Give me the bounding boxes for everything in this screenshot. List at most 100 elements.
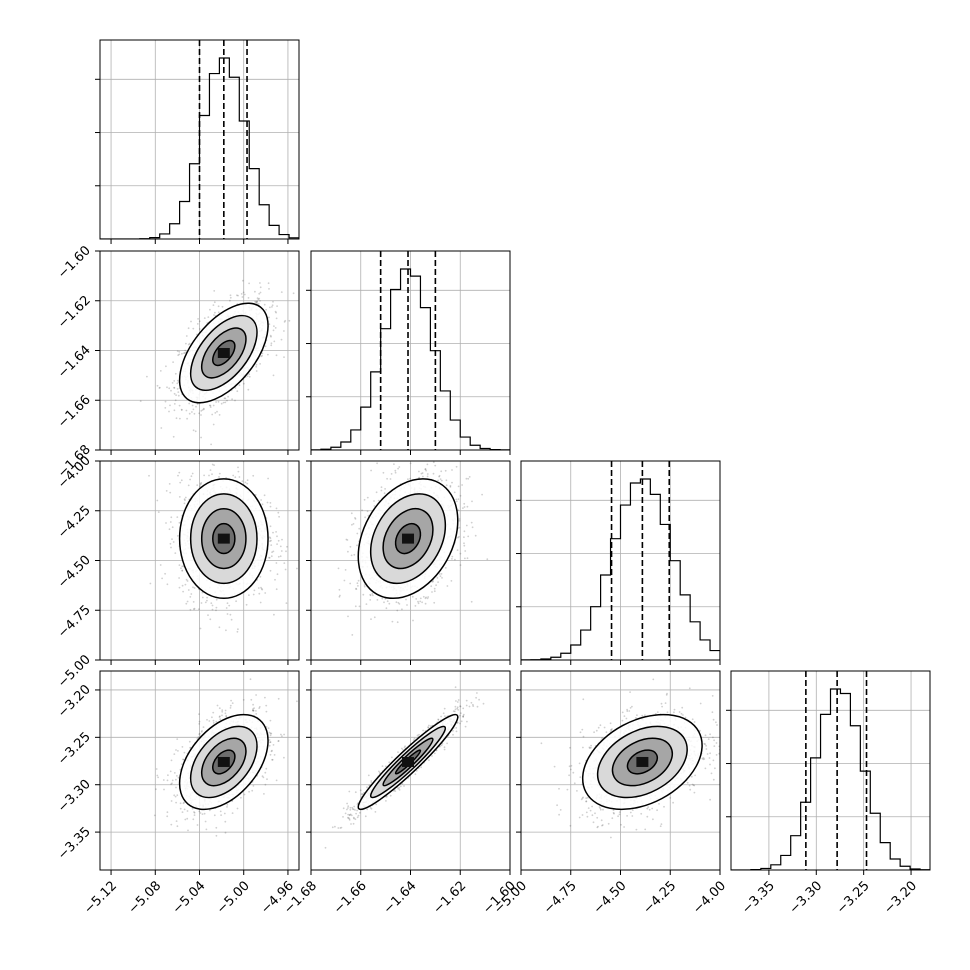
sample-point bbox=[252, 474, 255, 477]
sample-point bbox=[184, 499, 186, 502]
sample-point bbox=[268, 323, 271, 326]
sample-point bbox=[444, 469, 447, 472]
sample-point bbox=[209, 469, 212, 471]
sample-point bbox=[257, 302, 260, 305]
sample-point bbox=[139, 400, 142, 402]
sample-point bbox=[202, 408, 205, 411]
sample-point bbox=[266, 501, 269, 504]
sample-point bbox=[432, 472, 435, 475]
sample-point bbox=[292, 292, 295, 295]
sample-point bbox=[372, 594, 374, 597]
sample-point bbox=[211, 716, 213, 719]
sample-point bbox=[373, 616, 376, 619]
sample-point bbox=[438, 474, 441, 477]
sample-point bbox=[398, 466, 401, 468]
sample-point bbox=[252, 593, 255, 596]
sample-point bbox=[514, 525, 516, 527]
sample-point bbox=[276, 305, 278, 307]
sample-point bbox=[214, 412, 217, 414]
panel-plot-area bbox=[100, 40, 299, 239]
sample-point bbox=[407, 478, 409, 481]
sample-point bbox=[199, 485, 202, 488]
sample-point bbox=[258, 292, 261, 295]
sample-point bbox=[256, 297, 259, 299]
sample-point bbox=[259, 575, 262, 578]
sample-point bbox=[373, 500, 375, 502]
sample-point bbox=[148, 474, 150, 477]
sample-point bbox=[225, 629, 227, 632]
sample-point bbox=[225, 715, 228, 718]
sample-point bbox=[224, 712, 227, 715]
y-tick-label: −1.60 bbox=[55, 243, 94, 282]
sample-point bbox=[275, 317, 278, 320]
sample-point bbox=[211, 413, 214, 416]
sample-point bbox=[274, 578, 276, 581]
sample-point bbox=[445, 479, 448, 482]
sample-point bbox=[255, 363, 258, 366]
sample-point bbox=[338, 595, 341, 598]
sample-point bbox=[396, 609, 399, 612]
sample-point bbox=[249, 678, 252, 681]
sample-point bbox=[262, 776, 265, 779]
sample-point bbox=[176, 350, 179, 352]
sample-point bbox=[277, 697, 280, 700]
sample-point bbox=[149, 582, 152, 585]
sample-point bbox=[459, 552, 462, 555]
y-tick-label: −1.62 bbox=[55, 293, 94, 332]
sample-point bbox=[187, 327, 190, 330]
sample-point bbox=[177, 391, 180, 393]
sample-point bbox=[284, 568, 287, 571]
sample-point bbox=[203, 317, 206, 319]
sample-point bbox=[366, 496, 369, 499]
sample-point bbox=[248, 375, 251, 378]
sample-point bbox=[173, 380, 176, 382]
sample-point bbox=[433, 590, 436, 593]
sample-point bbox=[356, 544, 358, 547]
sample-point bbox=[261, 503, 264, 506]
sample-point bbox=[417, 600, 419, 603]
sample-point bbox=[270, 544, 273, 546]
sample-point bbox=[474, 534, 477, 537]
sample-point bbox=[220, 814, 223, 816]
sample-point bbox=[458, 519, 461, 522]
sample-point bbox=[218, 707, 221, 710]
sample-point bbox=[427, 596, 430, 598]
sample-point bbox=[270, 342, 273, 345]
sample-point bbox=[183, 498, 186, 501]
sample-point bbox=[218, 476, 220, 478]
sample-point bbox=[377, 499, 380, 502]
sample-point bbox=[272, 329, 275, 332]
sample-point bbox=[395, 601, 398, 604]
sample-point bbox=[212, 404, 215, 407]
sample-point bbox=[173, 794, 176, 797]
sample-point bbox=[437, 479, 439, 482]
sample-point bbox=[176, 535, 179, 537]
sample-point bbox=[274, 310, 277, 313]
sample-point bbox=[229, 704, 232, 707]
sample-point bbox=[237, 294, 239, 297]
sample-point bbox=[439, 575, 442, 578]
sample-point bbox=[466, 505, 469, 508]
sample-point bbox=[273, 340, 276, 343]
sample-point bbox=[178, 404, 181, 407]
sample-point bbox=[178, 496, 181, 498]
sample-point bbox=[269, 719, 272, 722]
sample-point bbox=[350, 512, 353, 515]
sample-point bbox=[271, 304, 274, 307]
scatter-panel-2-1 bbox=[306, 460, 516, 665]
sample-point bbox=[263, 793, 265, 795]
sample-point bbox=[409, 477, 411, 480]
sample-point bbox=[241, 480, 244, 483]
sample-point bbox=[210, 443, 213, 446]
sample-point bbox=[284, 319, 287, 322]
sample-point bbox=[175, 778, 177, 781]
sample-point bbox=[436, 577, 439, 579]
sample-point bbox=[201, 409, 204, 411]
sample-point bbox=[440, 470, 443, 473]
sample-point bbox=[200, 410, 203, 412]
sample-point bbox=[463, 506, 466, 508]
sample-point bbox=[157, 776, 160, 779]
sample-point bbox=[165, 365, 167, 368]
sample-point bbox=[158, 387, 161, 389]
sample-point bbox=[187, 829, 189, 832]
